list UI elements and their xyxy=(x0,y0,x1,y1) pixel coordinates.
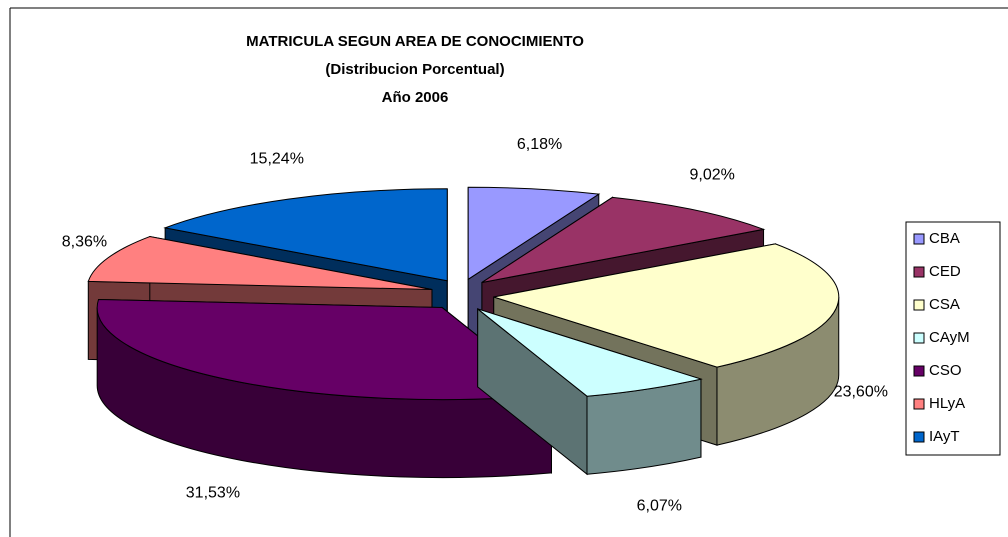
legend-swatch xyxy=(913,233,925,245)
legend-label: CSA xyxy=(929,296,960,313)
data-label: 6,18% xyxy=(517,136,562,153)
data-label: 8,36% xyxy=(62,234,107,251)
legend-label: IAyT xyxy=(929,428,960,445)
slice-top xyxy=(87,236,433,291)
legend-swatch xyxy=(913,398,925,410)
legend-swatch xyxy=(913,332,925,344)
slice-top xyxy=(163,188,448,282)
legend-swatch xyxy=(913,365,925,377)
legend-label: CED xyxy=(929,263,961,280)
data-label: 15,24% xyxy=(250,150,304,167)
data-label: 23,60% xyxy=(834,383,888,400)
pie-slice xyxy=(96,298,553,479)
legend-label: CBA xyxy=(929,230,960,247)
legend-label: CAyM xyxy=(929,329,970,346)
legend-label: CSO xyxy=(929,362,962,379)
pie-slice xyxy=(477,307,703,476)
slice-top xyxy=(493,243,840,368)
chart-title: MATRICULA SEGUN AREA DE CONOCIMIENTO xyxy=(246,33,584,50)
chart-subtitle: (Distribucion Porcentual) xyxy=(325,61,504,78)
legend-swatch xyxy=(913,431,925,443)
legend-swatch xyxy=(913,299,925,311)
legend-swatch xyxy=(913,266,925,278)
data-label: 9,02% xyxy=(689,166,734,183)
chart-subtitle: Año 2006 xyxy=(382,89,449,106)
slice-top xyxy=(96,298,553,401)
data-label: 6,07% xyxy=(637,498,682,515)
legend-label: HLyA xyxy=(929,395,965,412)
data-label: 31,53% xyxy=(186,484,240,501)
slice-top xyxy=(467,186,601,281)
slice-top xyxy=(481,196,766,283)
slice-top xyxy=(477,308,703,397)
